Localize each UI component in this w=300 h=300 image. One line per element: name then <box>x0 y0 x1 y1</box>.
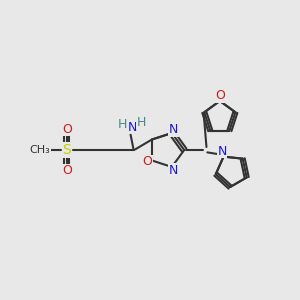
Text: O: O <box>62 164 72 177</box>
Text: O: O <box>142 155 152 169</box>
Text: N: N <box>169 164 178 177</box>
Text: H: H <box>137 116 146 129</box>
Text: S: S <box>62 143 71 157</box>
Text: H: H <box>118 118 127 131</box>
Text: O: O <box>62 123 72 136</box>
Text: N: N <box>218 145 227 158</box>
Text: CH₃: CH₃ <box>30 145 50 155</box>
Text: O: O <box>215 89 225 102</box>
Text: N: N <box>128 121 137 134</box>
Text: N: N <box>169 123 178 136</box>
